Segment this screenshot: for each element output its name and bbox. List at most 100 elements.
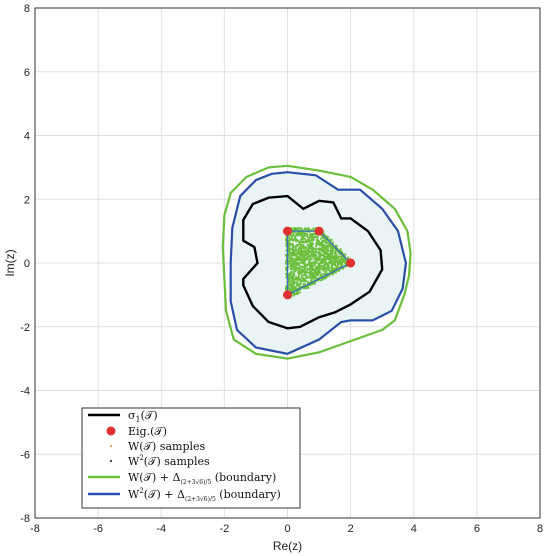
sample-point — [308, 250, 311, 253]
y-tick-label: -4 — [20, 386, 30, 398]
sample-point — [288, 252, 291, 255]
sample-point — [311, 264, 314, 267]
sample-point — [297, 240, 300, 243]
sample-point — [310, 271, 313, 275]
sample-point — [289, 239, 292, 242]
sample-point — [309, 233, 312, 236]
sample-point — [285, 244, 288, 247]
eigenvalue-marker — [283, 290, 292, 300]
sample-point — [336, 265, 339, 268]
sample-point — [334, 253, 338, 257]
sample-point — [315, 245, 318, 248]
sample-point — [301, 266, 304, 269]
y-tick-label: 8 — [24, 3, 30, 15]
sample-point — [335, 259, 338, 262]
sample-point — [295, 244, 298, 247]
sample-point — [315, 243, 318, 246]
sample-point — [309, 256, 312, 259]
sample-point — [328, 274, 331, 277]
sample-point — [293, 257, 296, 260]
sample-point — [297, 277, 300, 280]
sample-point — [340, 257, 343, 260]
sample-point — [293, 287, 297, 290]
sample-point — [290, 283, 293, 286]
sample-point — [295, 265, 298, 268]
legend-label: W2(𝒯) samples — [128, 454, 210, 468]
sample-point — [317, 259, 320, 262]
sample-point — [305, 270, 308, 273]
sample-point — [307, 247, 310, 250]
legend-label: Eig.(𝒯) — [128, 425, 167, 438]
sample-point — [292, 265, 295, 268]
sample-point — [303, 271, 306, 274]
sample-point — [292, 248, 295, 251]
sample-point — [325, 270, 328, 273]
y-tick-label: 0 — [24, 258, 30, 270]
sample-point — [313, 268, 316, 271]
sample-point — [319, 279, 322, 282]
sample-point — [300, 231, 304, 234]
sample-point — [289, 264, 292, 267]
sample-point — [296, 249, 300, 252]
sample-point — [288, 274, 291, 277]
x-tick-labels: -8 -6 -4 -2 0 2 4 6 8 — [30, 523, 543, 535]
sample-point — [289, 243, 292, 246]
sample-point — [292, 283, 295, 287]
sample-point — [320, 257, 323, 261]
sample-point — [306, 257, 309, 260]
sample-point — [288, 236, 291, 239]
sample-point — [303, 258, 306, 261]
sample-point — [298, 283, 301, 286]
sample-point — [300, 238, 303, 241]
sample-point — [317, 263, 320, 266]
sample-point — [323, 245, 326, 248]
sample-point — [312, 253, 315, 256]
sample-point — [316, 267, 319, 271]
sample-point — [315, 273, 318, 276]
sample-point — [289, 256, 292, 259]
sample-point — [295, 238, 298, 241]
sample-point — [307, 239, 310, 243]
sample-point — [295, 252, 298, 255]
sample-point — [307, 251, 310, 254]
sample-point — [329, 261, 332, 264]
sample-point — [306, 271, 310, 274]
curves — [221, 164, 412, 360]
y-tick-label: -2 — [20, 322, 30, 334]
sample-point — [307, 286, 310, 290]
plot-frame — [34, 7, 541, 519]
x-tick-label: 4 — [411, 523, 417, 535]
sample-point — [337, 255, 340, 258]
sample-point — [290, 255, 293, 258]
sample-point — [299, 254, 302, 257]
sample-point — [287, 254, 290, 257]
sample-point — [309, 270, 312, 273]
sample-point — [297, 234, 300, 237]
sample-point — [293, 281, 296, 285]
sample-point — [299, 227, 303, 230]
sample-point — [285, 238, 288, 241]
sample-point — [299, 265, 302, 268]
sample-point — [303, 256, 306, 259]
sample-point — [330, 267, 333, 270]
y-tick-label: -6 — [20, 449, 30, 461]
sample-point — [290, 271, 293, 274]
sample-point — [298, 272, 301, 275]
sample-point — [310, 258, 313, 261]
sample-point — [296, 259, 299, 262]
sample-point — [315, 265, 319, 269]
sample-point — [325, 250, 328, 253]
sample-point — [323, 240, 326, 243]
sample-point — [322, 243, 325, 246]
eigenvalue-marker — [346, 258, 356, 268]
sample-point — [305, 232, 308, 235]
sample-point — [322, 269, 326, 272]
sample-point — [330, 264, 334, 267]
sample-point — [294, 276, 298, 280]
sample-point — [310, 267, 313, 270]
sample-point — [317, 242, 320, 245]
x-tick-label: -8 — [30, 523, 40, 535]
sample-point — [305, 234, 308, 237]
